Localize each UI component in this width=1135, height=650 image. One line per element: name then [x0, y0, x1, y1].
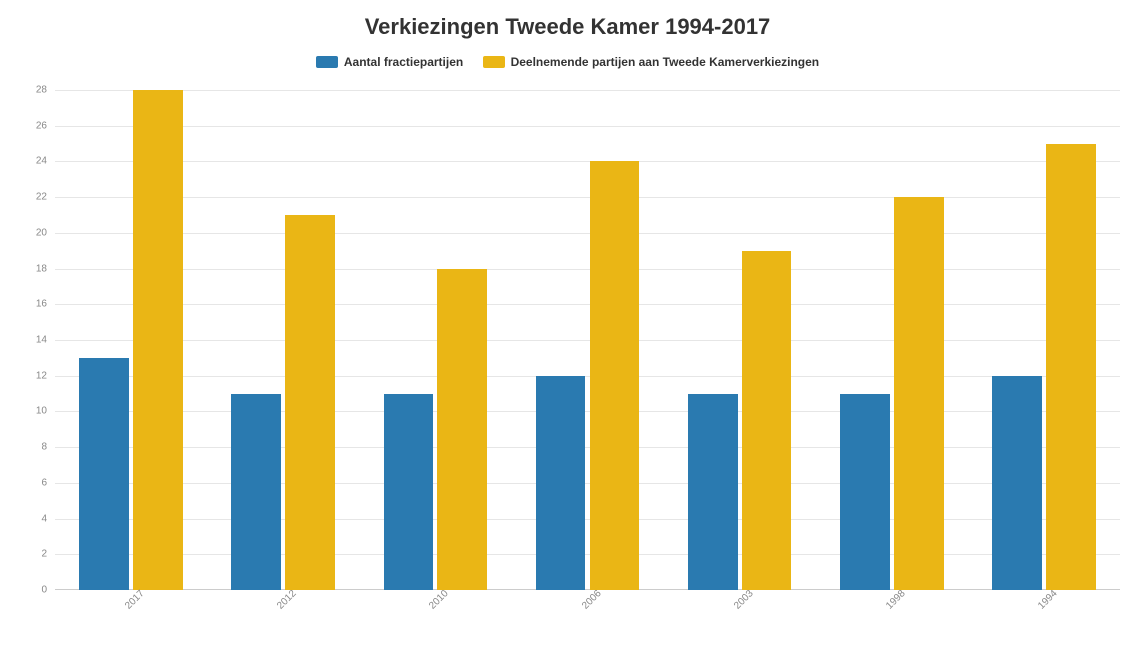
y-tick-label: 14 [36, 335, 55, 346]
chart-title: Verkiezingen Tweede Kamer 1994-2017 [0, 14, 1135, 40]
y-tick-label: 0 [41, 585, 55, 596]
gridline [55, 554, 1120, 555]
gridline [55, 519, 1120, 520]
legend-label-0: Aantal fractiepartijen [344, 55, 463, 69]
y-tick-label: 8 [41, 442, 55, 453]
legend: Aantal fractiepartijen Deelnemende parti… [0, 55, 1135, 71]
bar[interactable] [590, 161, 640, 590]
gridline [55, 304, 1120, 305]
gridline [55, 161, 1120, 162]
bar[interactable] [894, 197, 944, 590]
bar[interactable] [133, 90, 183, 590]
bar[interactable] [992, 376, 1042, 590]
y-tick-label: 18 [36, 263, 55, 274]
x-tick-label: 2010 [427, 588, 451, 612]
y-tick-label: 6 [41, 477, 55, 488]
bar[interactable] [231, 394, 281, 590]
legend-label-1: Deelnemende partijen aan Tweede Kamerver… [511, 55, 820, 69]
x-tick-label: 2017 [123, 588, 147, 612]
legend-swatch-0 [316, 56, 338, 68]
gridline [55, 376, 1120, 377]
gridline [55, 90, 1120, 91]
legend-item-series-1[interactable]: Deelnemende partijen aan Tweede Kamerver… [483, 55, 820, 69]
legend-item-series-0[interactable]: Aantal fractiepartijen [316, 55, 463, 69]
y-tick-label: 12 [36, 370, 55, 381]
y-tick-label: 24 [36, 156, 55, 167]
bar[interactable] [688, 394, 738, 590]
bar[interactable] [79, 358, 129, 590]
gridline [55, 126, 1120, 127]
bar[interactable] [437, 269, 487, 590]
x-tick-label: 1998 [884, 588, 908, 612]
chart-container: Verkiezingen Tweede Kamer 1994-2017 Aant… [0, 0, 1135, 650]
y-tick-label: 4 [41, 513, 55, 524]
y-tick-label: 10 [36, 406, 55, 417]
gridline [55, 269, 1120, 270]
legend-swatch-1 [483, 56, 505, 68]
gridline [55, 340, 1120, 341]
y-tick-label: 16 [36, 299, 55, 310]
gridline [55, 483, 1120, 484]
y-tick-label: 22 [36, 192, 55, 203]
y-tick-label: 20 [36, 227, 55, 238]
x-tick-label: 2003 [732, 588, 756, 612]
bar[interactable] [742, 251, 792, 590]
gridline [55, 447, 1120, 448]
plot-area: 0246810121416182022242628201720122010200… [55, 90, 1120, 590]
bar[interactable] [1046, 144, 1096, 590]
bar[interactable] [285, 215, 335, 590]
x-axis-baseline [55, 589, 1120, 590]
gridline [55, 233, 1120, 234]
gridline [55, 197, 1120, 198]
gridline [55, 411, 1120, 412]
x-tick-label: 1994 [1036, 588, 1060, 612]
y-tick-label: 26 [36, 120, 55, 131]
y-tick-label: 28 [36, 85, 55, 96]
bar[interactable] [384, 394, 434, 590]
bar[interactable] [840, 394, 890, 590]
y-tick-label: 2 [41, 549, 55, 560]
x-tick-label: 2012 [275, 588, 299, 612]
bar[interactable] [536, 376, 586, 590]
x-tick-label: 2006 [580, 588, 604, 612]
